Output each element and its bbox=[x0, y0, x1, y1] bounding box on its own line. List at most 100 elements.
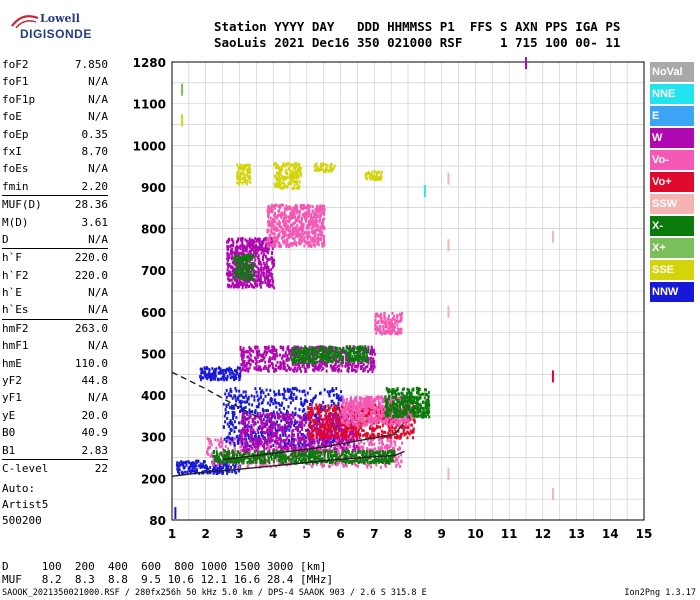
echo-point bbox=[214, 458, 216, 462]
echo-point bbox=[314, 353, 317, 357]
echo-point bbox=[284, 417, 287, 421]
echo-point bbox=[250, 349, 253, 353]
echo-point bbox=[251, 442, 254, 446]
echo-point bbox=[293, 423, 296, 427]
echo-point bbox=[318, 431, 321, 435]
y-tick-label: 800 bbox=[141, 223, 166, 237]
echo-point bbox=[299, 430, 301, 434]
echo-point bbox=[367, 399, 370, 403]
y-tick-label: 300 bbox=[141, 431, 166, 445]
echo-point bbox=[372, 361, 375, 365]
echo-point bbox=[290, 396, 293, 400]
echo-point bbox=[295, 455, 298, 459]
echo-point bbox=[209, 445, 211, 449]
echo-point bbox=[418, 388, 421, 391]
echo-point bbox=[201, 465, 204, 469]
echo-point bbox=[340, 440, 343, 444]
echo-point bbox=[240, 448, 243, 452]
echo-point bbox=[339, 358, 342, 362]
echo-point bbox=[242, 427, 244, 431]
echo-point bbox=[338, 429, 341, 433]
echo-point bbox=[384, 430, 387, 434]
echo-point bbox=[263, 442, 266, 446]
echo-point bbox=[341, 451, 344, 455]
echo-point bbox=[275, 458, 278, 462]
echo-point bbox=[423, 411, 426, 415]
echo-point bbox=[344, 364, 347, 368]
param-name: foF1 bbox=[2, 75, 29, 89]
echo-point bbox=[284, 419, 287, 423]
param-name: h`F bbox=[2, 251, 22, 265]
echo-point bbox=[225, 440, 228, 444]
echo-point bbox=[257, 415, 260, 419]
echo-point bbox=[363, 412, 366, 415]
y-tick-label: 80 bbox=[149, 514, 166, 528]
echo-point bbox=[289, 415, 292, 419]
echo-point bbox=[337, 424, 340, 428]
echo-point bbox=[323, 346, 326, 350]
echo-point bbox=[422, 392, 425, 396]
echo-point bbox=[273, 456, 276, 460]
echo-point bbox=[256, 456, 259, 460]
echo-point bbox=[261, 389, 264, 393]
echo-point bbox=[284, 389, 287, 393]
echo-point bbox=[362, 362, 365, 366]
echo-point bbox=[210, 372, 213, 376]
echo-point bbox=[359, 400, 362, 404]
echo-point bbox=[379, 447, 381, 451]
echo-point bbox=[425, 409, 428, 413]
x-tick-label: 12 bbox=[535, 527, 552, 541]
echo-point bbox=[340, 420, 343, 424]
echo-point bbox=[298, 458, 301, 461]
echo-point bbox=[202, 376, 204, 380]
echo-point bbox=[396, 458, 399, 462]
echo-point bbox=[307, 434, 310, 438]
echo-point bbox=[227, 467, 230, 471]
echo-point bbox=[286, 449, 289, 453]
echo-point bbox=[359, 403, 362, 407]
echo-point bbox=[281, 447, 284, 451]
echo-point bbox=[238, 434, 241, 438]
param-value: 2.83 bbox=[81, 443, 109, 457]
echo-point bbox=[308, 407, 311, 411]
echo-point bbox=[366, 364, 369, 368]
echo-point bbox=[384, 460, 387, 463]
echo-point bbox=[328, 449, 331, 453]
echo-point bbox=[218, 443, 220, 447]
echo-point bbox=[241, 459, 244, 463]
echo-point bbox=[427, 407, 430, 411]
echo-point bbox=[373, 352, 376, 356]
echo-point bbox=[346, 443, 349, 447]
echo-point bbox=[245, 364, 248, 368]
echo-point bbox=[386, 408, 389, 412]
echo-point bbox=[347, 404, 350, 408]
echo-point bbox=[183, 465, 186, 469]
echo-point bbox=[327, 404, 330, 408]
echo-point bbox=[228, 450, 230, 454]
echo-point bbox=[337, 450, 340, 454]
echo-point bbox=[362, 434, 365, 437]
param-name: fxI bbox=[2, 144, 22, 158]
echo-point bbox=[306, 461, 309, 465]
echo-point bbox=[370, 410, 373, 414]
echo-point bbox=[262, 391, 265, 395]
echo-point bbox=[336, 365, 339, 369]
echo-point bbox=[351, 362, 354, 366]
echo-point bbox=[413, 411, 416, 415]
echo-point bbox=[223, 437, 226, 441]
echo-point bbox=[232, 416, 234, 420]
echo-point bbox=[307, 455, 310, 459]
echo-point bbox=[271, 348, 274, 352]
echo-point bbox=[266, 401, 269, 405]
echo-point bbox=[387, 424, 390, 428]
echo-point bbox=[315, 434, 318, 438]
echo-point bbox=[304, 393, 307, 397]
echo-point bbox=[341, 403, 344, 407]
echo-point bbox=[311, 436, 314, 440]
echo-point bbox=[290, 418, 293, 422]
echo-point bbox=[304, 368, 307, 371]
echo-point bbox=[335, 453, 338, 457]
echo-point bbox=[264, 394, 267, 398]
echo-point bbox=[270, 435, 273, 439]
echo-point bbox=[292, 447, 295, 451]
